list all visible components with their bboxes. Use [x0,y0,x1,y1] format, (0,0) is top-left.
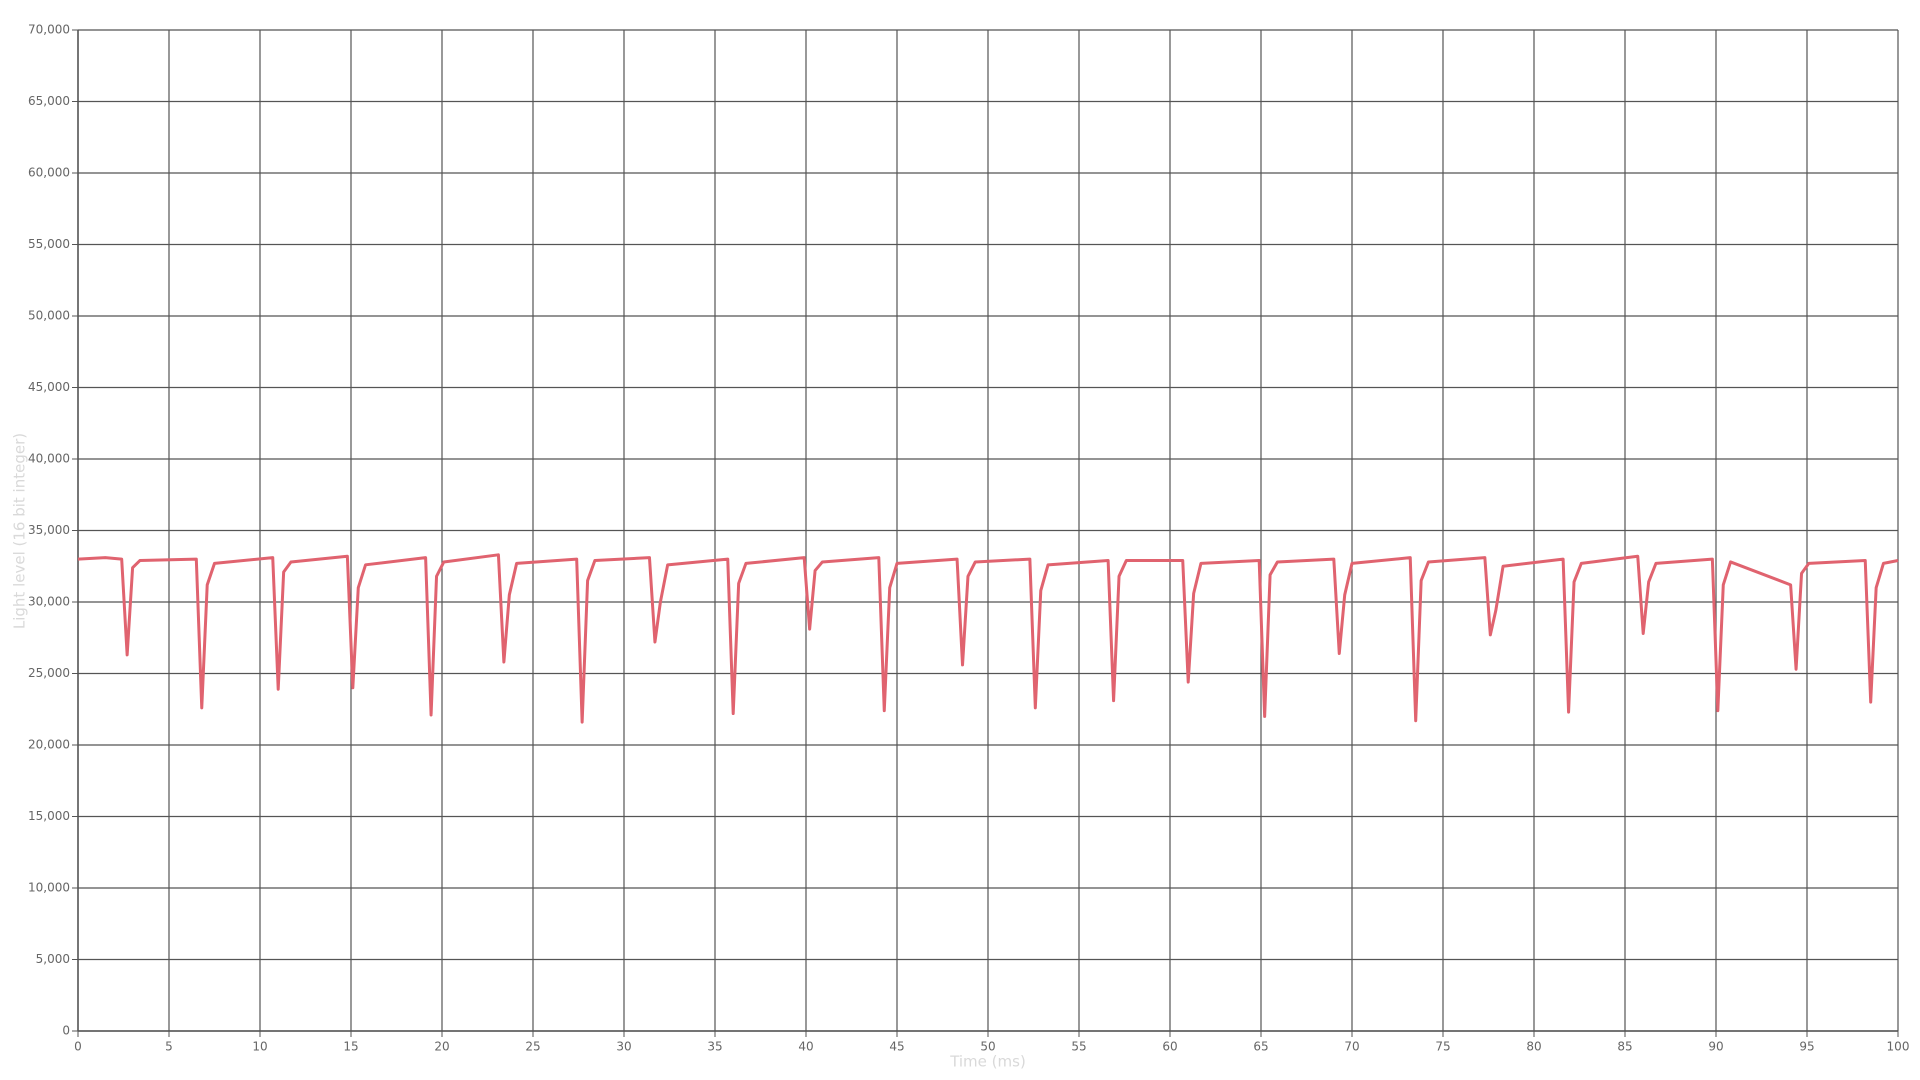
data-line [77,553,1899,724]
x-tick-label: 0 [74,1040,82,1054]
x-tick-label: 90 [1708,1040,1723,1054]
x-tick-label: 75 [1435,1040,1450,1054]
x-tick-label: 25 [525,1040,540,1054]
y-tick-label: 55,000 [28,237,70,251]
x-tick-label: 30 [616,1040,631,1054]
x-tick-label: 35 [707,1040,722,1054]
x-tick-label: 100 [1887,1040,1910,1054]
y-tick-label: 50,000 [28,309,70,323]
y-tick-label: 35,000 [28,523,70,537]
y-tick-label: 15,000 [28,809,70,823]
y-tick-label: 0 [62,1024,70,1038]
x-tick-label: 40 [798,1040,813,1054]
x-tick-label: 85 [1617,1040,1632,1054]
x-tick-label: 10 [252,1040,267,1054]
y-tick-label: 5,000 [36,952,70,966]
y-tick-label: 60,000 [28,166,70,180]
x-tick-label: 70 [1344,1040,1359,1054]
y-tick-label: 30,000 [28,595,70,609]
x-tick-label: 45 [889,1040,904,1054]
y-tick-label: 25,000 [28,666,70,680]
x-tick-label: 60 [1162,1040,1177,1054]
x-tick-label: 95 [1799,1040,1814,1054]
y-tick-label: 65,000 [28,94,70,108]
y-axis-title: Light level (16 bit integer) [11,433,29,629]
x-tick-label: 5 [165,1040,173,1054]
x-tick-label: 55 [1071,1040,1086,1054]
x-tick-label: 50 [980,1040,995,1054]
x-axis-title: Time (ms) [949,1053,1026,1071]
x-tick-label: 20 [434,1040,449,1054]
y-tick-label: 10,000 [28,881,70,895]
y-tick-label: 45,000 [28,380,70,394]
y-tick-label: 70,000 [28,23,70,37]
y-tick-label: 40,000 [28,452,70,466]
x-tick-label: 15 [343,1040,358,1054]
x-tick-label: 80 [1526,1040,1541,1054]
x-tick-label: 65 [1253,1040,1268,1054]
y-tick-label: 20,000 [28,738,70,752]
